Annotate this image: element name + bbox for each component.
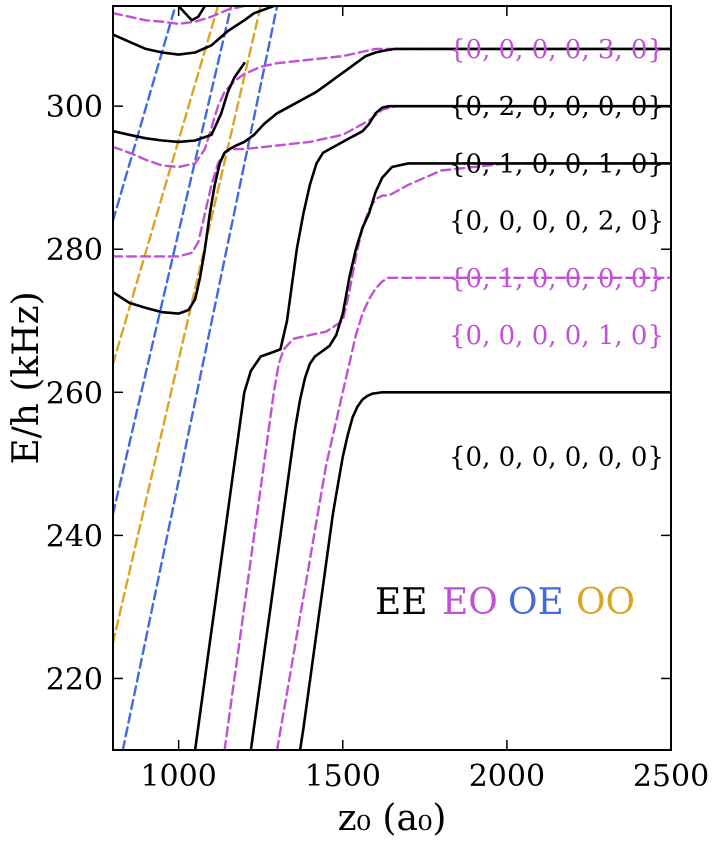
y-tick-label: 220 [46, 662, 103, 697]
y-axis-title: E/h (kHz) [6, 291, 47, 464]
legend-oe: OE [508, 582, 564, 623]
y-tick-label: 240 [46, 519, 103, 554]
state-label: {0, 0, 0, 0, 1, 0} [449, 321, 664, 351]
series-line-eo-11 [113, 6, 246, 26]
x-tick-label: 2000 [469, 759, 545, 794]
series-line-oe-14 [113, 6, 177, 222]
plot-series [113, 6, 671, 750]
series-line-oe-12 [121, 6, 279, 750]
series-line-ee-5 [113, 6, 276, 56]
legend-oo: OO [576, 582, 635, 623]
x-axis-ticks: 1000 1500 2000 2500 [140, 6, 709, 794]
series-line-ee-2 [193, 104, 671, 750]
state-label: {0, 0, 0, 0, 0, 0} [449, 443, 664, 473]
series-line-oe-13 [113, 6, 233, 516]
y-tick-label: 280 [46, 233, 103, 268]
state-label: {0, 0, 0, 0, 3, 0} [449, 35, 664, 65]
plot-frame [112, 5, 672, 751]
state-labels: {0, 0, 0, 0, 3, 0} {0, 2, 0, 0, 0, 0} {0, … [449, 35, 664, 473]
legend: EE EO OE OO [375, 582, 635, 623]
series-line-eo-10 [113, 47, 671, 169]
series-line-eo-7 [275, 276, 671, 750]
series-line-eo-8 [223, 162, 671, 750]
series-line-oo-16 [113, 6, 220, 365]
legend-ee: EE [375, 582, 428, 623]
x-axis-title: z₀ (a₀) [338, 798, 447, 839]
state-label: {0, 2, 0, 0, 0, 0} [449, 92, 664, 122]
series-line-ee-4 [113, 61, 246, 144]
x-tick-label: 1500 [305, 759, 381, 794]
state-label: {0, 0, 0, 0, 2, 0} [449, 207, 664, 237]
state-label: {0, 1, 0, 0, 0, 0} [449, 264, 664, 294]
y-tick-label: 300 [46, 90, 103, 125]
series-line-ee-3 [113, 47, 671, 315]
series-line-ee-1 [249, 162, 671, 750]
legend-eo: EO [442, 582, 498, 623]
y-tick-label: 260 [46, 376, 103, 411]
series-line-ee-6 [177, 6, 207, 22]
y-axis-ticks: 220 240 260 280 300 [46, 90, 671, 697]
series-line-ee-0 [298, 390, 671, 750]
x-tick-label: 2500 [633, 759, 709, 794]
series-line-oo-15 [113, 6, 262, 644]
state-label: {0, 1, 0, 0, 1, 0} [449, 149, 664, 179]
x-tick-label: 1000 [140, 759, 216, 794]
